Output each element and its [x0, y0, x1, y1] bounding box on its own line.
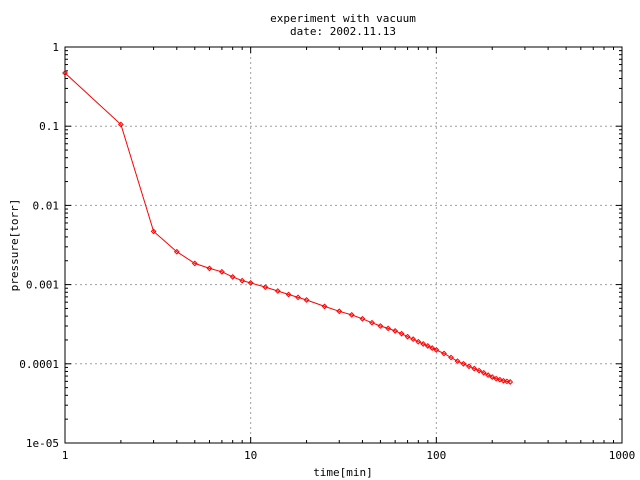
- data-point: [441, 350, 447, 357]
- data-point: [229, 274, 236, 280]
- y-tick-label: 0.1: [39, 120, 59, 133]
- data-point: [415, 338, 422, 345]
- data-point: [206, 265, 213, 272]
- data-point: [62, 70, 68, 76]
- axes: 1 10 100 1000 1 0.1 0.01 0.001 0.0001 1e-05: [19, 41, 635, 462]
- data-point: [295, 294, 301, 301]
- data-point: [497, 376, 503, 383]
- series-line: [64, 72, 511, 383]
- data-point: [466, 363, 472, 370]
- data-point: [247, 280, 254, 286]
- data-point: [285, 291, 292, 298]
- data-point: [410, 336, 417, 343]
- x-tick-label: 10: [244, 449, 257, 462]
- data-point: [303, 297, 310, 303]
- data-point: [471, 365, 478, 372]
- data-point: [489, 374, 496, 380]
- y-axis-label: pressure[torr]: [8, 199, 21, 292]
- x-tick-label: 1000: [609, 449, 636, 462]
- data-point: [321, 303, 328, 310]
- chart-title: experiment with vacuum: [270, 12, 416, 25]
- grid: [65, 47, 622, 443]
- chart-subtitle: date: 2002.11.13: [290, 25, 396, 38]
- data-point: [429, 345, 436, 351]
- x-axis-label: time[min]: [313, 466, 373, 479]
- data-point: [385, 325, 392, 332]
- y-tick-label: 0.01: [33, 199, 60, 212]
- data-point: [500, 377, 507, 384]
- data-point: [485, 372, 491, 379]
- data-point: [448, 354, 454, 361]
- data-point: [191, 260, 198, 267]
- data-point: [359, 315, 366, 322]
- series-layer: [62, 70, 514, 385]
- data-point: [480, 369, 487, 376]
- data-point: [404, 333, 411, 340]
- y-tick-label: 1: [52, 41, 59, 54]
- data-point: [507, 379, 514, 385]
- data-point: [348, 311, 355, 318]
- data-point: [377, 323, 384, 329]
- data-point: [336, 308, 343, 315]
- data-point: [239, 277, 246, 284]
- x-tick-label: 1: [62, 449, 69, 462]
- data-point: [433, 346, 440, 353]
- y-tick-label: 1e-05: [26, 437, 59, 450]
- data-point: [504, 378, 510, 385]
- data-point: [493, 375, 500, 382]
- data-point: [262, 284, 269, 291]
- data-point: [454, 358, 461, 365]
- y-tick-label: 0.001: [26, 279, 59, 292]
- data-point: [150, 228, 157, 235]
- data-point: [274, 288, 281, 294]
- data-point: [218, 268, 225, 275]
- data-point: [369, 319, 375, 326]
- y-tick-label: 0.0001: [19, 358, 59, 371]
- data-point: [476, 367, 483, 374]
- data-point: [420, 341, 427, 347]
- data-point: [173, 248, 180, 255]
- data-point: [460, 360, 467, 367]
- data-point: [392, 328, 399, 334]
- data-point: [398, 330, 405, 337]
- data-point: [424, 343, 431, 349]
- plot-frame: [64, 46, 623, 444]
- data-point: [117, 121, 124, 128]
- x-tick-label: 100: [426, 449, 446, 462]
